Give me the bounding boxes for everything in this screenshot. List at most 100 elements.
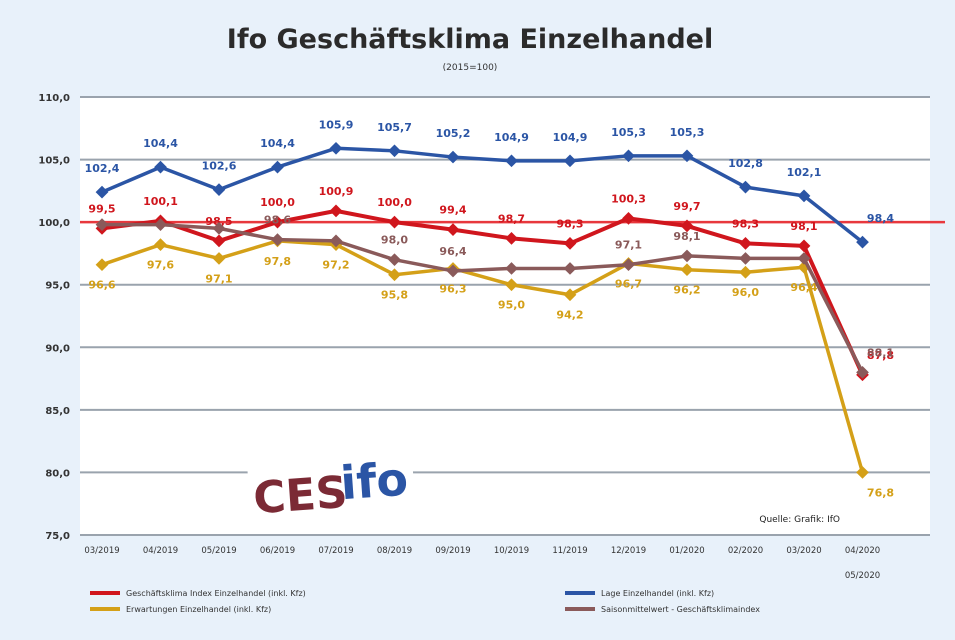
x-tick-label: 08/2019 [377, 546, 412, 556]
data-point [212, 222, 226, 235]
data-point [212, 234, 226, 248]
data-label: 100,0 [377, 196, 412, 209]
data-label: 102,8 [728, 157, 763, 170]
x-tick-label: 04/2019 [143, 546, 178, 556]
data-label: 99,5 [88, 202, 115, 215]
data-label: 105,3 [670, 126, 705, 139]
x-tick-label: 05/2020 [845, 571, 880, 581]
data-label: 104,9 [494, 131, 529, 144]
data-label: 96,3 [439, 282, 466, 295]
x-tick-label: 01/2020 [669, 546, 704, 556]
data-point [212, 183, 226, 196]
data-label: 95,0 [498, 299, 525, 312]
data-label: 98,5 [205, 215, 232, 228]
data-label: 100,3 [611, 192, 646, 205]
data-label: 96,2 [673, 284, 700, 297]
y-tick-label: 100,0 [38, 218, 70, 229]
data-label: 97,6 [147, 259, 174, 272]
y-tick-label: 90,0 [45, 343, 70, 354]
legend-label: Erwartungen Einzelhandel (inkl. Kfz) [126, 605, 271, 614]
data-label: 96,6 [88, 279, 115, 292]
data-point [388, 215, 401, 229]
data-point [446, 223, 460, 237]
legend-label: Lage Einzelhandel (inkl. Kfz) [601, 589, 714, 598]
data-label: 104,9 [553, 131, 588, 144]
data-label: 105,7 [377, 121, 412, 134]
chart-subtitle: (2015=100) [443, 63, 498, 73]
data-label: 105,9 [319, 118, 354, 131]
data-label: 98,0 [381, 234, 408, 247]
data-label: 97,8 [264, 255, 291, 268]
data-label: 100,1 [143, 195, 178, 208]
data-point [329, 141, 343, 155]
data-point [154, 218, 167, 232]
data-point [329, 234, 343, 248]
data-point [271, 233, 284, 247]
data-label: 97,1 [205, 272, 232, 285]
source-note: Quelle: Grafik: IfO [759, 515, 840, 525]
x-tick-label: 12/2019 [611, 546, 646, 556]
data-label: 96,4 [439, 245, 466, 258]
series-line-2 [101, 146, 864, 244]
x-tick-label: 06/2019 [260, 546, 295, 556]
x-tick-label: 03/2019 [84, 546, 119, 556]
data-point [95, 218, 109, 232]
series-line-3 [101, 239, 865, 473]
data-point [271, 160, 284, 174]
x-tick-label: 04/2020 [845, 546, 880, 556]
logo-text-ces: CES [252, 467, 349, 524]
logo-text-ifo: ifo [339, 452, 410, 511]
data-point [446, 150, 460, 164]
data-label: 98,7 [498, 212, 525, 225]
data-label: 104,4 [143, 137, 178, 150]
data-label: 76,8 [867, 486, 894, 499]
plot-area [80, 97, 930, 535]
data-label: 102,1 [787, 166, 822, 179]
data-point [446, 264, 460, 278]
x-tick-label: 05/2019 [201, 546, 236, 556]
data-point [95, 258, 109, 272]
data-label: 97,2 [322, 259, 349, 272]
x-tick-label: 11/2019 [552, 546, 587, 556]
data-label: 105,3 [611, 126, 646, 139]
x-tick-label: 03/2020 [786, 546, 821, 556]
data-point [271, 215, 284, 229]
y-tick-label: 105,0 [38, 156, 70, 167]
data-label: 98,3 [732, 217, 759, 230]
data-point [329, 204, 343, 218]
data-label: 95,8 [381, 289, 408, 302]
x-tick-label: 10/2019 [494, 546, 529, 556]
data-label: 99,7 [673, 200, 700, 213]
y-tick-label: 85,0 [45, 406, 70, 417]
data-label: 102,6 [202, 160, 237, 173]
data-label: 96,0 [732, 286, 759, 299]
data-point [388, 268, 401, 282]
legend-label: Saisonmittelwert - Geschäftsklimaindex [601, 605, 760, 614]
y-tick-label: 110,0 [38, 93, 70, 104]
data-label: 96,7 [615, 277, 642, 290]
y-tick-label: 95,0 [45, 281, 70, 292]
data-label: 98,1 [673, 230, 700, 243]
data-label: 98,4 [867, 212, 894, 225]
data-label: 105,2 [436, 127, 471, 140]
data-label: 100,0 [260, 196, 295, 209]
x-tick-label: 07/2019 [318, 546, 353, 556]
y-tick-label: 75,0 [45, 531, 70, 542]
x-tick-label: 02/2020 [728, 546, 763, 556]
data-label: 98,1 [790, 220, 817, 233]
data-label: 97,1 [615, 239, 642, 252]
data-point [154, 160, 167, 174]
data-label: 94,2 [556, 309, 583, 322]
series-line-1 [101, 208, 865, 376]
data-label: 100,9 [319, 185, 354, 198]
y-tick-label: 80,0 [45, 468, 70, 479]
x-tick-label: 09/2019 [435, 546, 470, 556]
data-point [388, 144, 401, 158]
data-label: 104,4 [260, 137, 295, 150]
data-label: 88,1 [867, 346, 894, 359]
data-label: 99,4 [439, 204, 466, 217]
data-point [95, 185, 109, 199]
